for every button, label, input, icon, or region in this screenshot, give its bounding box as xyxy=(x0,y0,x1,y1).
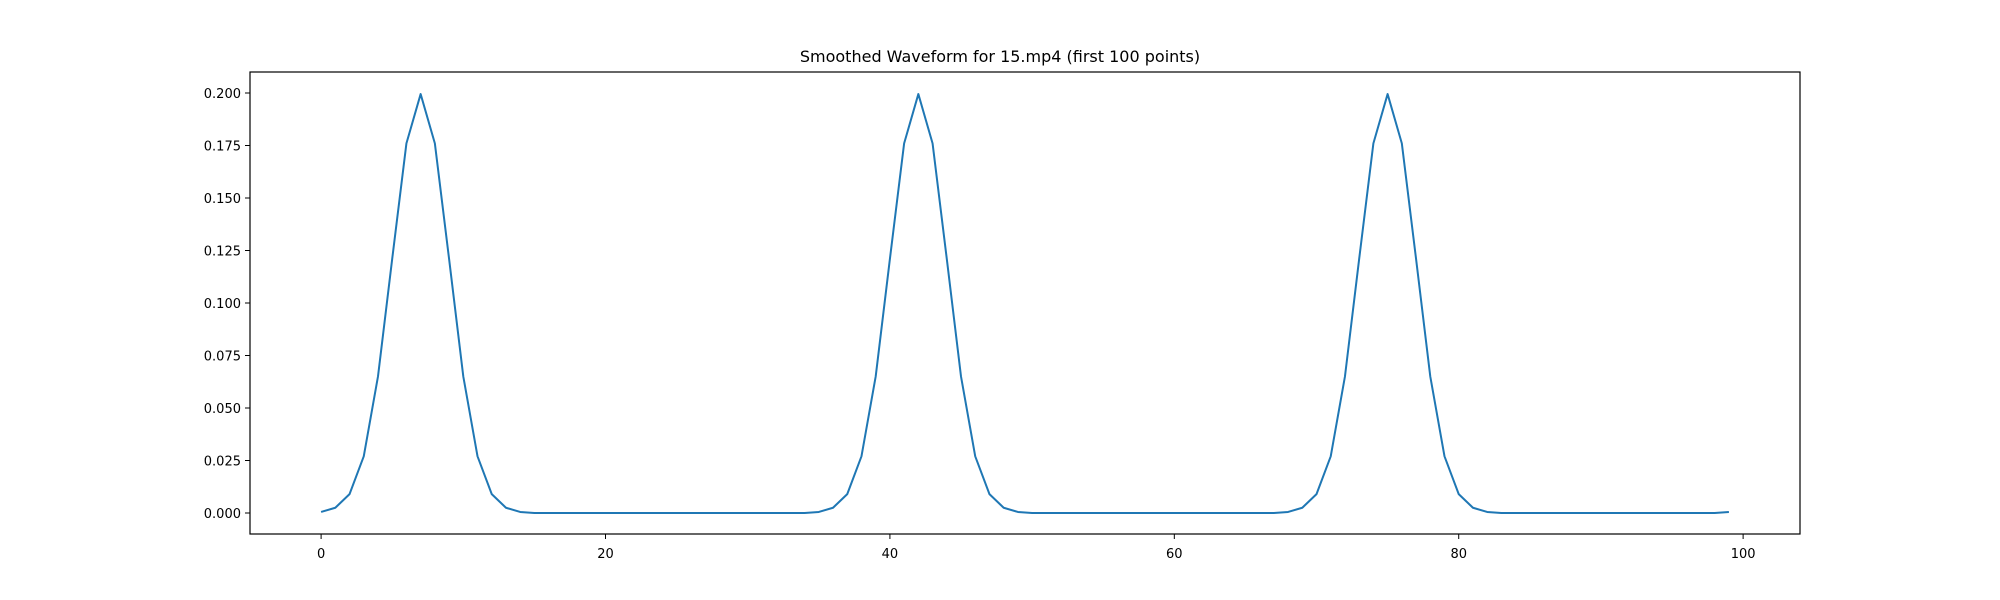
y-tick-label: 0.025 xyxy=(204,455,241,470)
series-layer xyxy=(320,93,1729,514)
y-tick-label: 0.125 xyxy=(204,245,241,260)
x-tick-label: 60 xyxy=(1166,547,1183,562)
y-tick-label: 0.150 xyxy=(204,192,241,207)
y-tick-label: 0.075 xyxy=(204,350,241,365)
x-tick-label: 80 xyxy=(1450,547,1467,562)
y-tick-label: 0.200 xyxy=(204,87,241,102)
y-tick-label: 0.100 xyxy=(204,297,241,312)
y-tick-label: 0.000 xyxy=(204,507,241,522)
y-tick-label: 0.050 xyxy=(204,402,241,417)
y-axis: 0.000 0.025 0.050 0.075 0.100 0.125 0.150 0.175… xyxy=(204,87,250,522)
waveform-series-line xyxy=(320,93,1729,514)
x-tick-label: 40 xyxy=(882,547,899,562)
plot-area xyxy=(250,72,1800,534)
plot-frame xyxy=(249,71,1801,535)
x-tick-label: 0 xyxy=(317,547,325,562)
x-tick-label: 20 xyxy=(597,547,614,562)
y-tick-label: 0.175 xyxy=(204,140,241,155)
chart-title: Smoothed Waveform for 15.mp4 (first 100 … xyxy=(800,47,1200,66)
x-axis: 0 20 40 60 80 100 xyxy=(317,534,1756,562)
x-tick-label: 100 xyxy=(1731,547,1756,562)
